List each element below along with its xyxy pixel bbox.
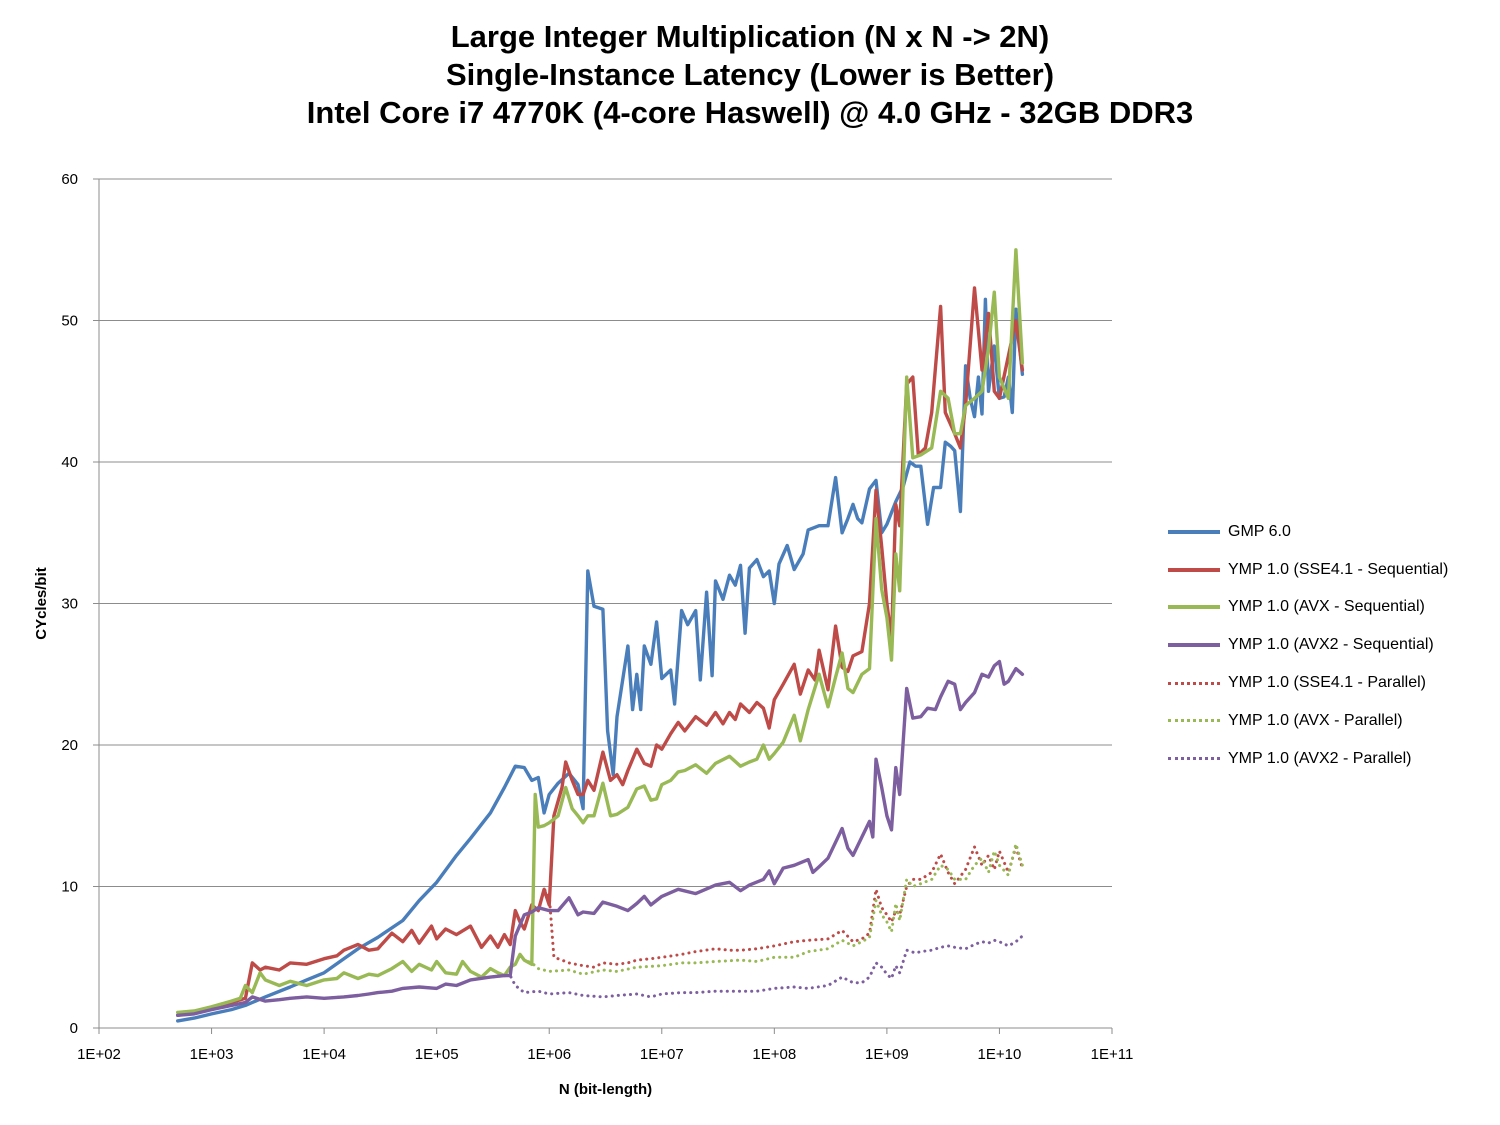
chart-title-line-1: Large Integer Multiplication (N x N -> 2…	[450, 19, 1050, 54]
legend-label: YMP 1.0 (AVX2 - Sequential)	[1228, 636, 1434, 654]
series-line-2	[175, 248, 1025, 1015]
x-tick-label: 1E+02	[77, 1046, 121, 1063]
y-tick-label: 50	[61, 313, 78, 330]
series-line-6	[176, 934, 1024, 1017]
y-tick-label: 20	[61, 737, 78, 754]
series-line-5	[176, 842, 1024, 1014]
x-tick-label: 1E+03	[190, 1046, 234, 1063]
tick-labels: 0 10 20 30 40 50 60 1E+02 1E+03 1E+04 1E+05 1E+06 1E…	[61, 171, 1133, 1063]
series-line-0	[175, 297, 1025, 1023]
legend-swatch	[1168, 529, 1220, 534]
x-tick-label: 1E+11	[1091, 1046, 1134, 1063]
legend-label: YMP 1.0 (AVX2 - Parallel)	[1228, 749, 1412, 767]
legend-item: GMP 6.0	[1168, 513, 1448, 551]
y-axis-title: CYcles/bit	[33, 567, 50, 640]
legend-label: YMP 1.0 (SSE4.1 - Sequential)	[1228, 560, 1449, 578]
series-layer	[175, 248, 1025, 1023]
legend-swatch	[1168, 719, 1220, 723]
x-tick-label: 1E+10	[978, 1046, 1022, 1063]
series-line-4	[176, 845, 1024, 1017]
y-tick-label: 40	[61, 454, 78, 471]
axes	[93, 178, 1113, 1034]
gridlines	[99, 178, 1112, 887]
legend-item: YMP 1.0 (AVX - Sequential)	[1168, 589, 1448, 627]
legend-item: YMP 1.0 (AVX2 - Sequential)	[1168, 626, 1448, 664]
legend-item: YMP 1.0 (AVX - Parallel)	[1168, 702, 1448, 740]
x-tick-label: 1E+07	[640, 1046, 684, 1063]
chart-legend: GMP 6.0 YMP 1.0 (SSE4.1 - Sequential) YMP …	[1168, 513, 1448, 778]
legend-item: YMP 1.0 (SSE4.1 - Parallel)	[1168, 664, 1448, 702]
legend-label: YMP 1.0 (SSE4.1 - Parallel)	[1228, 674, 1427, 692]
legend-item: YMP 1.0 (AVX2 - Parallel)	[1168, 740, 1448, 778]
legend-label: YMP 1.0 (AVX - Parallel)	[1228, 711, 1403, 729]
legend-swatch	[1168, 643, 1220, 648]
y-tick-label: 60	[61, 171, 78, 188]
legend-swatch	[1168, 605, 1220, 610]
x-tick-label: 1E+09	[865, 1046, 909, 1063]
x-axis-title: N (bit-length)	[559, 1081, 652, 1098]
series-line-3	[175, 659, 1025, 1017]
chart-title: Large Integer Multiplication (N x N -> 2…	[0, 18, 1500, 132]
legend-item: YMP 1.0 (SSE4.1 - Sequential)	[1168, 551, 1448, 589]
x-tick-label: 1E+08	[752, 1046, 796, 1063]
legend-swatch	[1168, 757, 1220, 761]
chart-title-line-2: Single-Instance Latency (Lower is Better…	[445, 57, 1055, 92]
x-tick-label: 1E+05	[415, 1046, 459, 1063]
y-tick-label: 0	[70, 1020, 78, 1037]
series-line-1	[175, 286, 1025, 1017]
y-tick-label: 30	[61, 596, 78, 613]
chart-title-line-3: Intel Core i7 4770K (4-core Haswell) @ 4…	[306, 95, 1194, 130]
x-tick-label: 1E+06	[527, 1046, 571, 1063]
y-tick-label: 10	[61, 879, 78, 896]
legend-swatch	[1168, 681, 1220, 685]
legend-swatch	[1168, 567, 1220, 572]
x-tick-label: 1E+04	[302, 1046, 346, 1063]
legend-label: GMP 6.0	[1228, 522, 1291, 540]
legend-label: YMP 1.0 (AVX - Sequential)	[1228, 598, 1425, 616]
